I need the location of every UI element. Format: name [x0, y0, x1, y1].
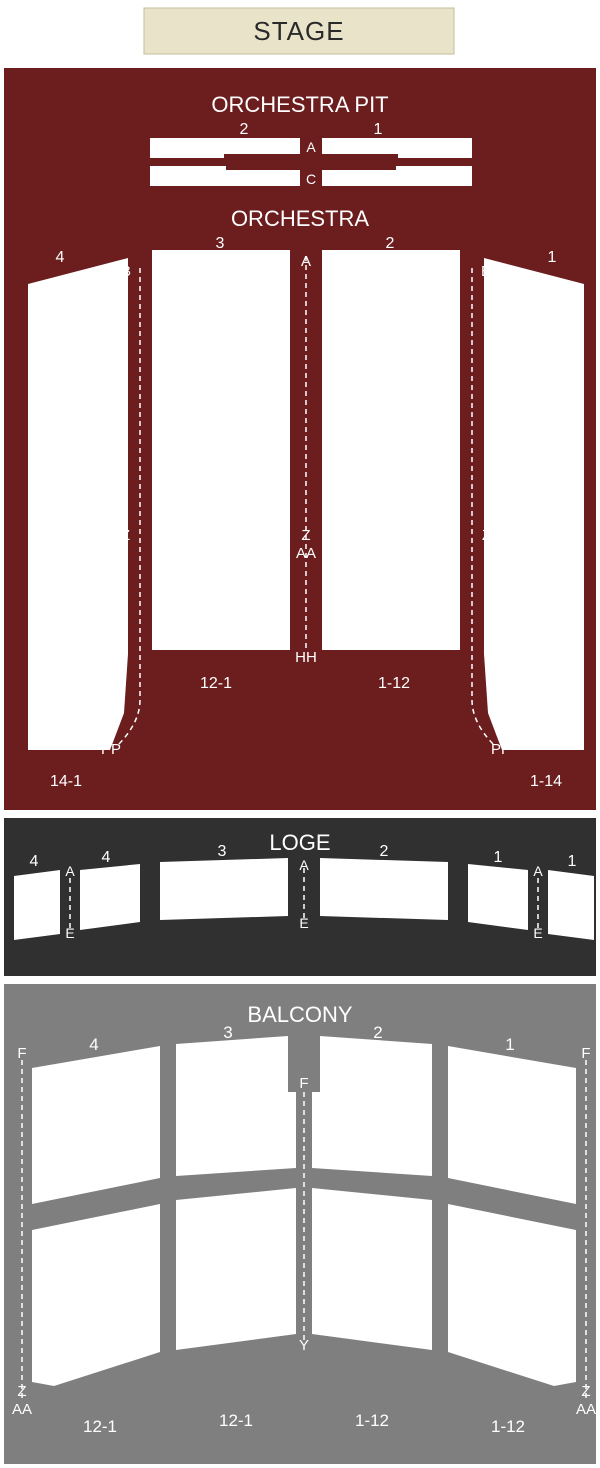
balc-lo3: [176, 1188, 296, 1350]
label: E: [65, 925, 74, 941]
label: Z: [17, 1383, 26, 1400]
label: 2: [240, 121, 249, 138]
seating-chart: STAGEORCHESTRA PITAC21ORCHESTRA4321BABZA…: [0, 0, 600, 1468]
label: 12-1: [219, 1411, 253, 1430]
label: 4: [56, 249, 65, 266]
label: 4: [102, 849, 111, 866]
label: PP: [491, 741, 511, 758]
label: A: [299, 857, 309, 873]
label: Y: [299, 1337, 309, 1354]
balc-up3: [176, 1036, 296, 1176]
loge-far_left: [14, 870, 60, 940]
label: 12-1: [83, 1417, 117, 1436]
label: 1: [548, 249, 557, 266]
loge-sec1: [468, 864, 528, 930]
label: 2: [380, 843, 389, 860]
label: 4: [30, 853, 39, 870]
label: 1-12: [378, 675, 410, 692]
balc-up4: [32, 1046, 160, 1204]
label: AA: [105, 545, 125, 562]
label: B: [121, 263, 131, 280]
loge-sec4: [80, 864, 140, 930]
label: F: [299, 1075, 308, 1092]
loge-sec2: [320, 858, 448, 920]
label: Z: [581, 1383, 590, 1400]
balc-lo2: [312, 1188, 432, 1350]
loge-far_right: [548, 870, 594, 940]
label: 2: [386, 235, 395, 252]
label: 1: [374, 121, 383, 138]
orch-2: [322, 250, 460, 650]
label: 1-12: [355, 1411, 389, 1430]
label: 12-1: [200, 675, 232, 692]
label: B: [481, 263, 491, 280]
label: ORCHESTRA: [231, 206, 369, 231]
label: 3: [218, 843, 227, 860]
label: BALCONY: [247, 1002, 352, 1027]
orch-4: [28, 258, 128, 750]
label: 14-1: [50, 773, 82, 790]
label: Z: [121, 527, 130, 544]
label: 3: [223, 1023, 232, 1042]
orch-1: [484, 258, 584, 750]
label: Z: [482, 527, 491, 544]
label: F: [581, 1045, 590, 1062]
label: 2: [373, 1023, 382, 1042]
label: E: [299, 915, 308, 931]
label: PP: [101, 741, 121, 758]
label: F: [17, 1045, 26, 1062]
balc-up2: [312, 1036, 432, 1176]
label: A: [306, 139, 316, 155]
label: AA: [576, 1401, 596, 1418]
label: A: [533, 863, 543, 879]
label: E: [533, 925, 542, 941]
label: A: [65, 863, 75, 879]
label: HH: [295, 649, 317, 666]
loge-sec3: [160, 858, 288, 920]
label: 1: [505, 1035, 514, 1054]
label: ORCHESTRA PIT: [211, 92, 388, 117]
label: 3: [216, 235, 225, 252]
label: Z: [301, 527, 310, 544]
label: AA: [12, 1401, 32, 1418]
label: LOGE: [269, 830, 330, 855]
label: 1: [568, 853, 577, 870]
label: A: [301, 253, 311, 270]
label: AA: [296, 545, 316, 562]
orch-3: [152, 250, 290, 650]
label: C: [306, 171, 316, 187]
label: 1-12: [491, 1417, 525, 1436]
label: AA: [487, 545, 507, 562]
svg-text:STAGE: STAGE: [253, 16, 344, 46]
label: 4: [89, 1035, 98, 1054]
balc-up1: [448, 1046, 576, 1204]
label: 1: [494, 849, 503, 866]
label: 1-14: [530, 773, 562, 790]
